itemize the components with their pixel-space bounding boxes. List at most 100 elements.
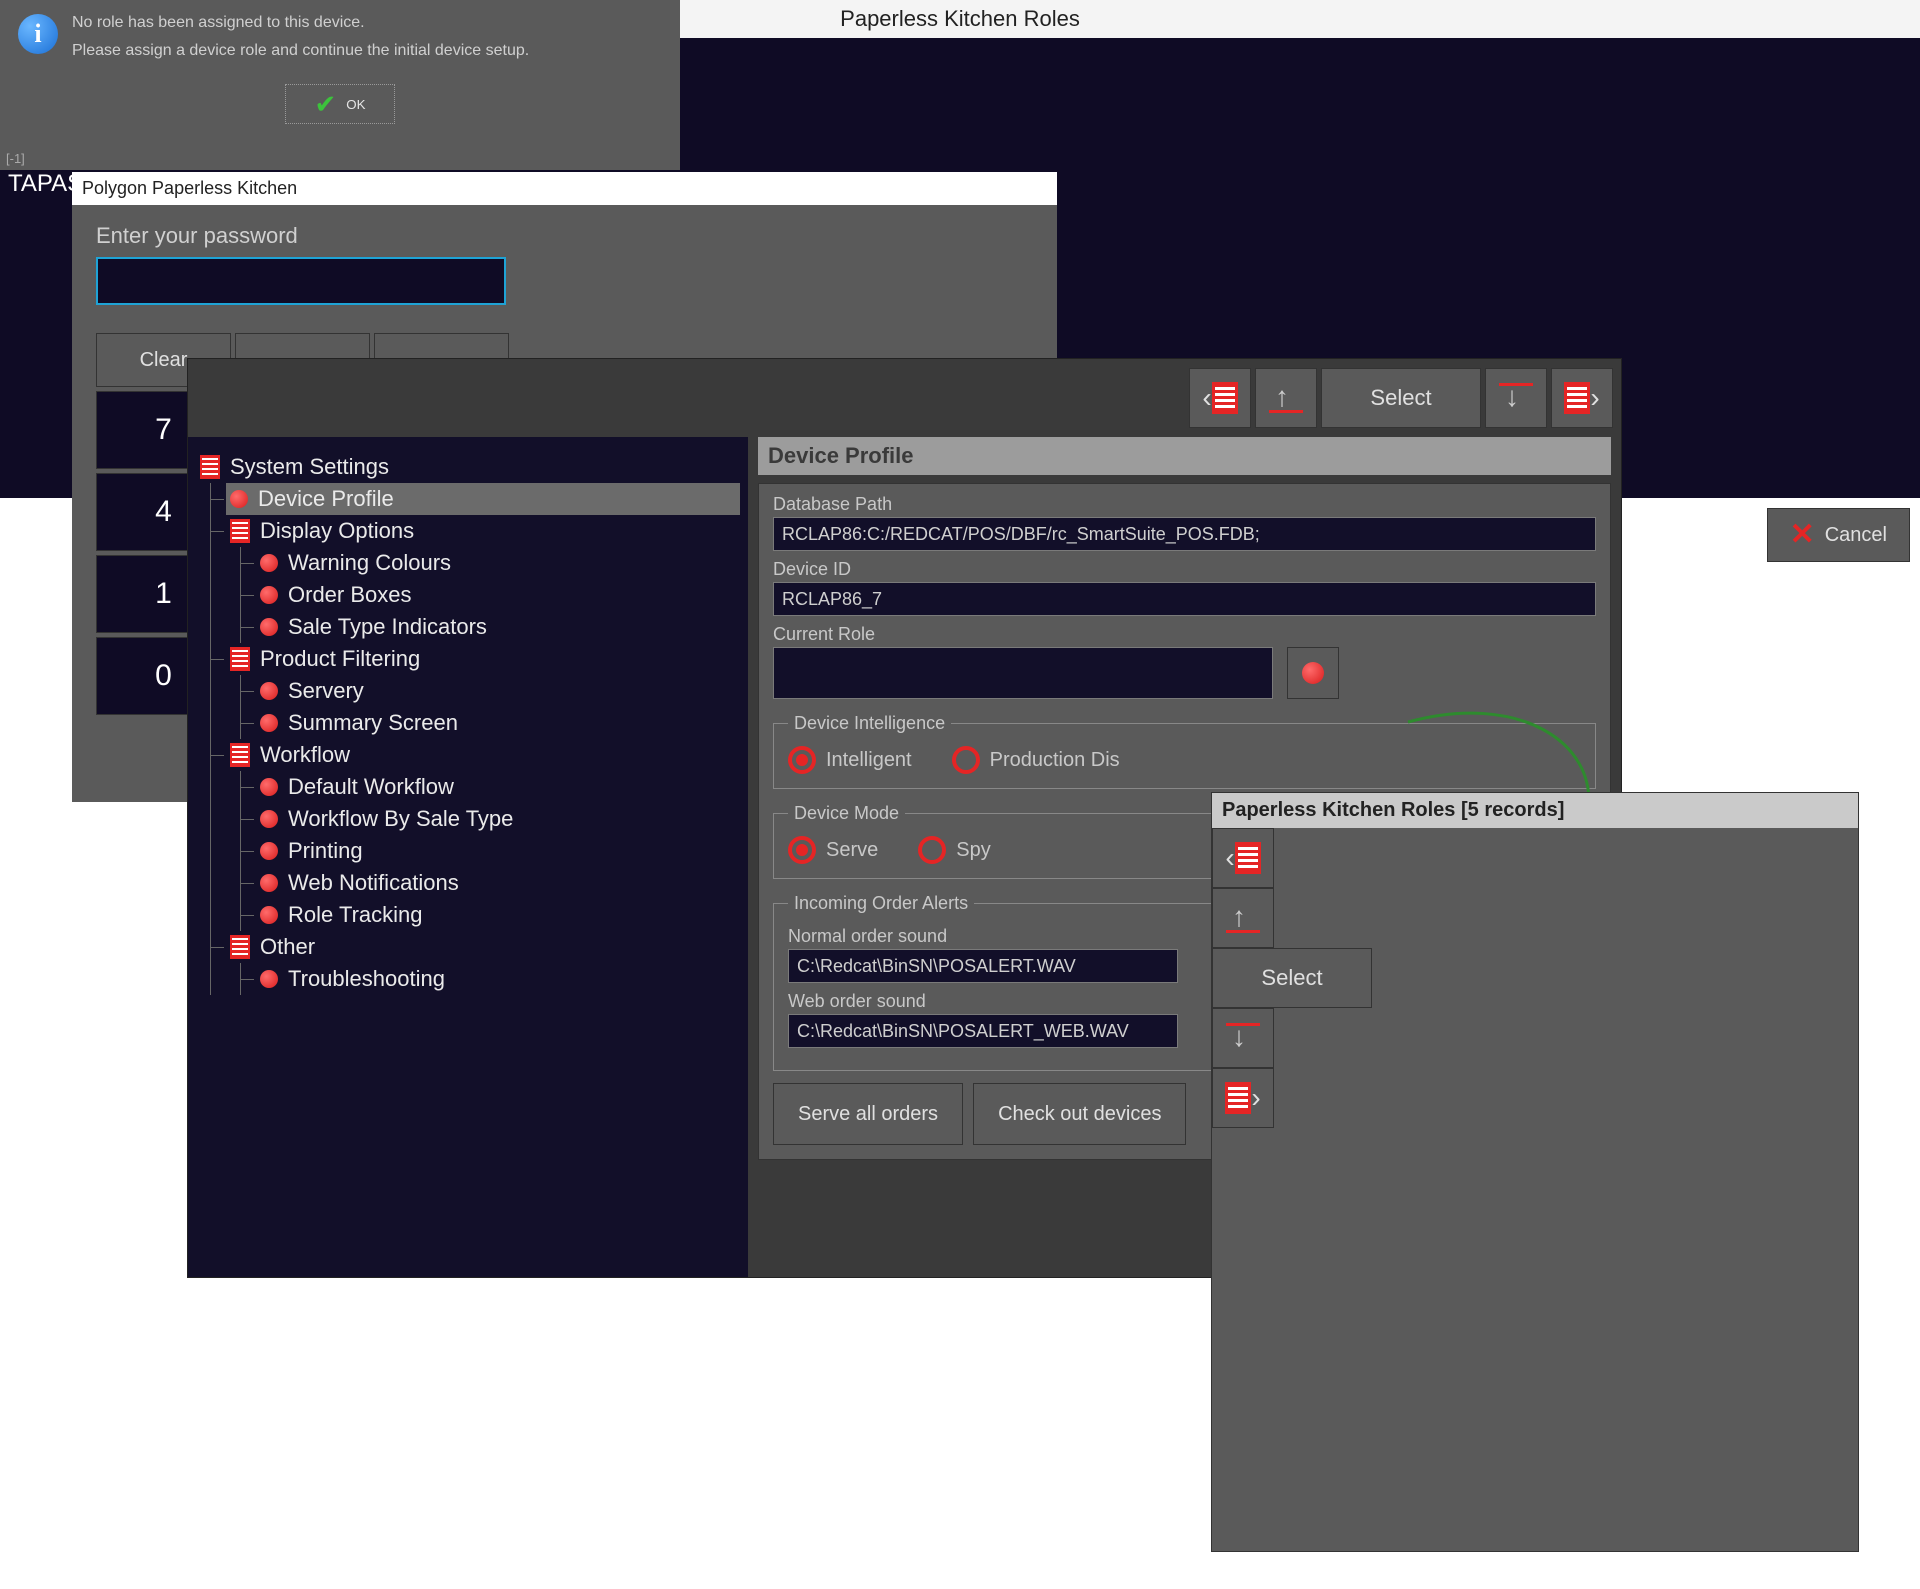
- doc-icon: [1235, 842, 1261, 874]
- tree-node[interactable]: Workflow By Sale Type: [256, 803, 740, 835]
- device-mode-option[interactable]: Serve: [788, 836, 878, 864]
- folder-icon: [230, 743, 250, 767]
- tree-node-label: Device Profile: [258, 486, 394, 512]
- check-icon: ✔: [314, 91, 336, 117]
- arrow-up-icon: [1230, 905, 1256, 931]
- folder-icon: [230, 647, 250, 671]
- toolbar-first-button[interactable]: ‹: [1189, 368, 1251, 428]
- chevron-left-icon: ‹: [1202, 384, 1211, 412]
- tree-node[interactable]: Troubleshooting: [256, 963, 740, 995]
- leaf-icon: [260, 906, 278, 924]
- radio-label: Production Dis: [990, 749, 1120, 772]
- radio-label: Intelligent: [826, 749, 912, 772]
- password-input[interactable]: [96, 257, 506, 305]
- leaf-icon: [260, 874, 278, 892]
- doc-icon: [1564, 382, 1590, 414]
- tree-node[interactable]: Printing: [256, 835, 740, 867]
- roles-up-button[interactable]: [1212, 888, 1274, 948]
- roles-toolbar: ‹ Select ›: [1212, 828, 1858, 1128]
- tree-node-label: Product Filtering: [260, 646, 420, 672]
- chevron-right-icon: ›: [1251, 1084, 1260, 1112]
- password-title: Polygon Paperless Kitchen: [72, 172, 1057, 205]
- db-path-label: Database Path: [773, 494, 1596, 515]
- roles-down-button[interactable]: [1212, 1008, 1274, 1068]
- alert-dialog: i No role has been assigned to this devi…: [0, 0, 680, 170]
- radio-icon: [788, 746, 816, 774]
- radio-label: Serve: [826, 839, 878, 862]
- pick-role-button[interactable]: [1287, 647, 1339, 699]
- folder-icon: [230, 935, 250, 959]
- toolbar-select-button[interactable]: Select: [1321, 368, 1481, 428]
- tree-panel: System Settings Device Profile Display Op…: [188, 437, 748, 1277]
- toolbar-up-button[interactable]: [1255, 368, 1317, 428]
- roles-first-button[interactable]: ‹: [1212, 828, 1274, 888]
- roles-title: Paperless Kitchen Roles [5 records]: [1212, 793, 1858, 828]
- device-mode-option[interactable]: Spy: [918, 836, 990, 864]
- roles-select-button[interactable]: Select: [1212, 948, 1372, 1008]
- tree-node[interactable]: Other: [226, 931, 740, 963]
- tree-node-label: Troubleshooting: [288, 966, 445, 992]
- web-sound-input[interactable]: [788, 1014, 1178, 1048]
- device-intelligence-option[interactable]: Intelligent: [788, 746, 912, 774]
- tree-node[interactable]: Display Options: [226, 515, 740, 547]
- arrow-up-icon: [1273, 385, 1299, 411]
- leaf-icon: [230, 490, 248, 508]
- ok-button[interactable]: ✔ OK: [285, 84, 394, 124]
- incoming-alerts-legend: Incoming Order Alerts: [788, 893, 974, 914]
- current-role-input[interactable]: [773, 647, 1273, 699]
- tree-node[interactable]: Web Notifications: [256, 867, 740, 899]
- leaf-icon: [260, 618, 278, 636]
- doc-icon: [1225, 1082, 1251, 1114]
- tree-root[interactable]: System Settings: [196, 451, 740, 483]
- tree-node-label: Web Notifications: [288, 870, 459, 896]
- tree-node-label: Default Workflow: [288, 774, 454, 800]
- toolbar-down-button[interactable]: [1485, 368, 1547, 428]
- normal-sound-input[interactable]: [788, 949, 1178, 983]
- chevron-left-icon: ‹: [1225, 844, 1234, 872]
- close-icon: ✕: [1790, 520, 1815, 550]
- db-path-input[interactable]: [773, 517, 1596, 551]
- tree-node[interactable]: Workflow: [226, 739, 740, 771]
- checkout-button[interactable]: Check out devices: [973, 1083, 1186, 1145]
- info-icon: i: [18, 14, 58, 54]
- leaf-icon: [260, 810, 278, 828]
- tree-node[interactable]: Product Filtering: [226, 643, 740, 675]
- leaf-icon: [260, 970, 278, 988]
- tree-node-label: Other: [260, 934, 315, 960]
- tree-node[interactable]: Order Boxes: [256, 579, 740, 611]
- tree-node[interactable]: Servery: [256, 675, 740, 707]
- radio-icon: [952, 746, 980, 774]
- tree-node[interactable]: Role Tracking: [256, 899, 740, 931]
- serve-all-button[interactable]: Serve all orders: [773, 1083, 963, 1145]
- tree-node-label: Display Options: [260, 518, 414, 544]
- toolbar-last-button[interactable]: ›: [1551, 368, 1613, 428]
- tree-node[interactable]: Sale Type Indicators: [256, 611, 740, 643]
- tree-node[interactable]: Warning Colours: [256, 547, 740, 579]
- arrow-down-icon: [1503, 385, 1529, 411]
- tree-node-label: Workflow By Sale Type: [288, 806, 513, 832]
- alert-footer: [-1]: [6, 151, 25, 166]
- device-id-label: Device ID: [773, 559, 1596, 580]
- radio-icon: [918, 836, 946, 864]
- tree-node[interactable]: Device Profile: [226, 483, 740, 515]
- roles-window: Paperless Kitchen Roles [5 records] ‹ Se…: [1211, 792, 1859, 1552]
- device-intelligence-group: Device Intelligence IntelligentProductio…: [773, 713, 1596, 789]
- alert-line-1: No role has been assigned to this device…: [72, 14, 529, 32]
- tree-node-label: Sale Type Indicators: [288, 614, 487, 640]
- tree-node[interactable]: Summary Screen: [256, 707, 740, 739]
- device-intelligence-option[interactable]: Production Dis: [952, 746, 1120, 774]
- tree-node[interactable]: Default Workflow: [256, 771, 740, 803]
- alert-line-2: Please assign a device role and continue…: [72, 42, 529, 60]
- leaf-icon: [260, 842, 278, 860]
- device-mode-legend: Device Mode: [788, 803, 905, 824]
- panel-title: Device Profile: [758, 437, 1611, 475]
- leaf-icon: [260, 554, 278, 572]
- cancel-button[interactable]: ✕ Cancel: [1767, 508, 1910, 562]
- tree-node-label: Printing: [288, 838, 363, 864]
- leaf-icon: [260, 778, 278, 796]
- folder-icon: [230, 519, 250, 543]
- roles-last-button[interactable]: ›: [1212, 1068, 1274, 1128]
- tree-node-label: Role Tracking: [288, 902, 423, 928]
- device-id-input[interactable]: [773, 582, 1596, 616]
- password-label: Enter your password: [96, 223, 1033, 249]
